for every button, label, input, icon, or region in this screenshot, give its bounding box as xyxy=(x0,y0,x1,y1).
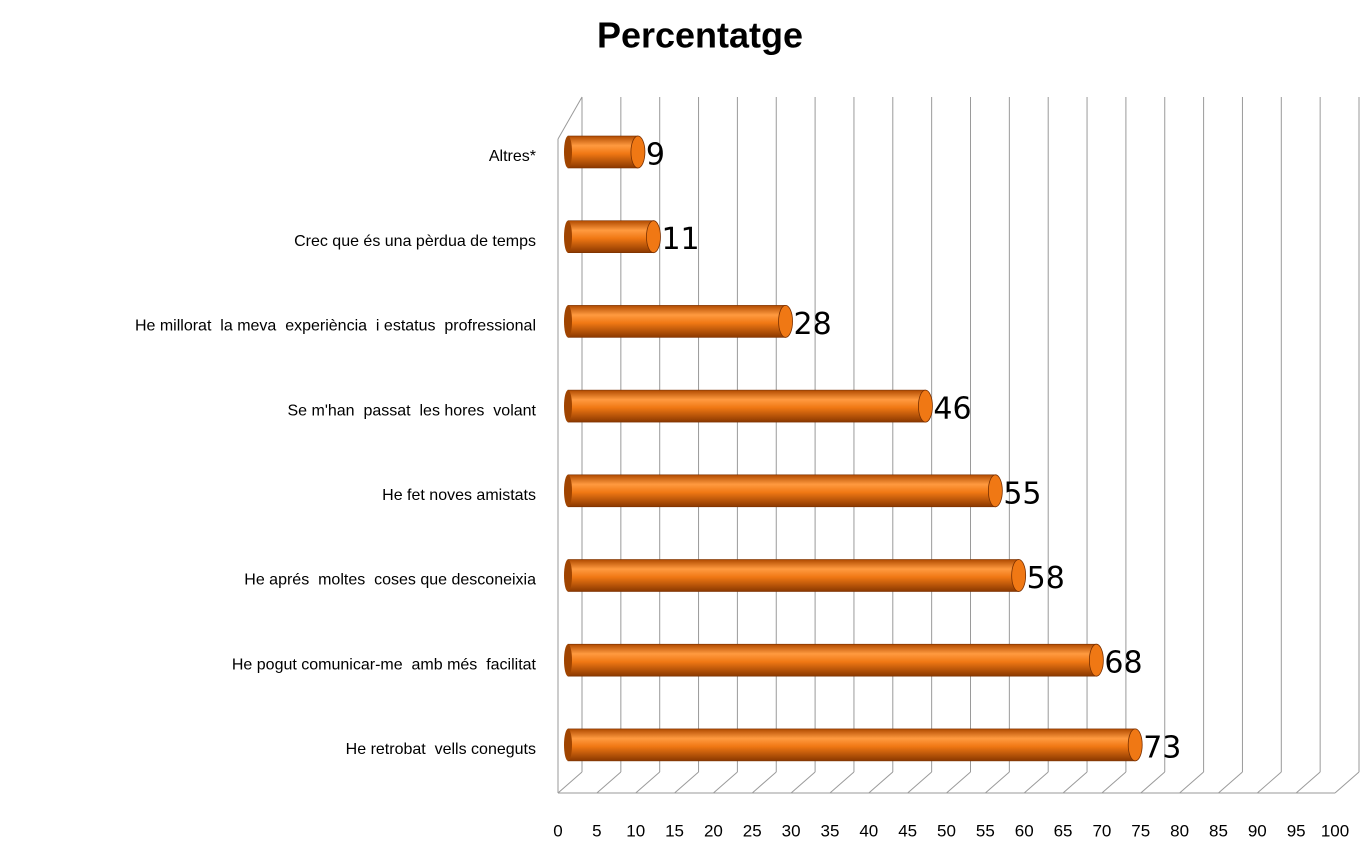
bar-base xyxy=(564,474,572,507)
bar-body xyxy=(567,135,639,169)
x-tick-label: 5 xyxy=(592,821,601,840)
bar xyxy=(564,135,646,169)
floor-grid-line xyxy=(1295,771,1321,794)
y-tick-label: He fet noves amistats xyxy=(382,487,536,504)
x-tick-label: 55 xyxy=(976,821,995,840)
x-tick-label: 75 xyxy=(1131,821,1150,840)
x-tick-label: 15 xyxy=(665,821,684,840)
bar-base xyxy=(564,390,572,423)
chart-title: Percentatge xyxy=(597,15,803,56)
x-tick-label: 30 xyxy=(782,821,801,840)
bar xyxy=(564,474,1003,508)
y-tick-label: He millorat la meva experiència i estatu… xyxy=(135,318,536,335)
bar xyxy=(564,220,661,254)
floor-grid-line xyxy=(1023,771,1049,794)
y-tick-label: He pogut comunicar-me amb més facilitat xyxy=(232,656,537,673)
bar-cap xyxy=(987,474,1003,508)
x-tick-label: 25 xyxy=(743,821,762,840)
floor-grid-line xyxy=(1101,771,1127,794)
x-tick-label: 50 xyxy=(937,821,956,840)
floor-grid-line xyxy=(674,771,699,794)
bar-body xyxy=(567,559,1019,592)
bar-body xyxy=(567,220,654,253)
x-tick-label: 35 xyxy=(820,821,839,840)
bar-cap xyxy=(630,135,646,169)
floor-grid-line xyxy=(829,771,855,794)
y-tick-label: Altres* xyxy=(489,148,536,165)
floor-grid-line xyxy=(868,771,894,794)
y-tick-label: Se m'han passat les hores volant xyxy=(287,402,536,419)
bar-base xyxy=(564,644,572,677)
x-tick-label: 100 xyxy=(1321,821,1349,840)
x-tick-label: 65 xyxy=(1054,821,1073,840)
floor-grid-line xyxy=(946,771,971,794)
bar-base xyxy=(564,559,572,592)
floor-grid-line xyxy=(1334,771,1360,794)
floor-grid-line xyxy=(1062,771,1088,794)
floor-grid-line xyxy=(635,771,661,794)
floor-grid-line xyxy=(907,771,932,794)
x-tick-label: 85 xyxy=(1209,821,1228,840)
x-tick-label: 70 xyxy=(1092,821,1111,840)
x-tick-label: 20 xyxy=(704,821,723,840)
bar xyxy=(564,559,1027,592)
bar-body xyxy=(567,728,1136,762)
data-label: 9 xyxy=(646,138,665,173)
bar xyxy=(564,643,1104,677)
bar xyxy=(564,728,1143,762)
x-tick-label: 10 xyxy=(626,821,645,840)
bar-cap xyxy=(918,389,933,423)
floor-grid-line xyxy=(1218,771,1243,794)
bar-base xyxy=(564,136,572,168)
data-label: 28 xyxy=(794,307,832,342)
bar-cap xyxy=(1127,728,1143,762)
data-label: 68 xyxy=(1104,646,1142,681)
floor-grid-line xyxy=(1179,771,1204,794)
bar-body xyxy=(567,389,926,423)
bar-base xyxy=(564,220,572,253)
data-label: 58 xyxy=(1027,561,1065,596)
bar-cap xyxy=(1011,559,1027,592)
data-label: 11 xyxy=(661,222,699,257)
floor-grid-line xyxy=(790,771,816,794)
x-tick-label: 60 xyxy=(1015,821,1034,840)
x-tick-label: 40 xyxy=(859,821,878,840)
x-tick-label: 95 xyxy=(1287,821,1306,840)
x-tick-label: 80 xyxy=(1170,821,1189,840)
y-tick-label: Crec que és una pèrdua de temps xyxy=(294,233,536,250)
y-tick-label: He aprés moltes coses que desconeixia xyxy=(244,572,536,589)
bar-cap xyxy=(778,304,793,338)
floor-grid-line xyxy=(713,771,738,794)
bar-base xyxy=(564,305,572,338)
bar-cap xyxy=(646,220,661,254)
floor-grid-line xyxy=(751,771,777,794)
y-tick-label: He retrobat vells coneguts xyxy=(346,741,536,758)
bar xyxy=(564,389,933,423)
bar-cap xyxy=(1088,643,1104,677)
data-label: 55 xyxy=(1003,476,1041,511)
bar-base xyxy=(564,728,572,761)
data-label: 46 xyxy=(933,392,971,427)
floor-grid-line xyxy=(985,771,1010,794)
bar xyxy=(564,304,793,338)
x-tick-label: 0 xyxy=(553,821,562,840)
floor-grid-line xyxy=(596,771,622,794)
x-tick-label: 90 xyxy=(1248,821,1267,840)
bar-body xyxy=(567,474,996,508)
floor-grid-line xyxy=(1140,771,1166,794)
data-label: 73 xyxy=(1143,730,1181,765)
bar-body xyxy=(567,643,1097,677)
left-wall xyxy=(557,96,583,140)
x-tick-label: 45 xyxy=(898,821,917,840)
floor-grid-line xyxy=(1256,771,1282,794)
bar-body xyxy=(567,305,786,338)
floor-grid-line xyxy=(557,771,583,794)
